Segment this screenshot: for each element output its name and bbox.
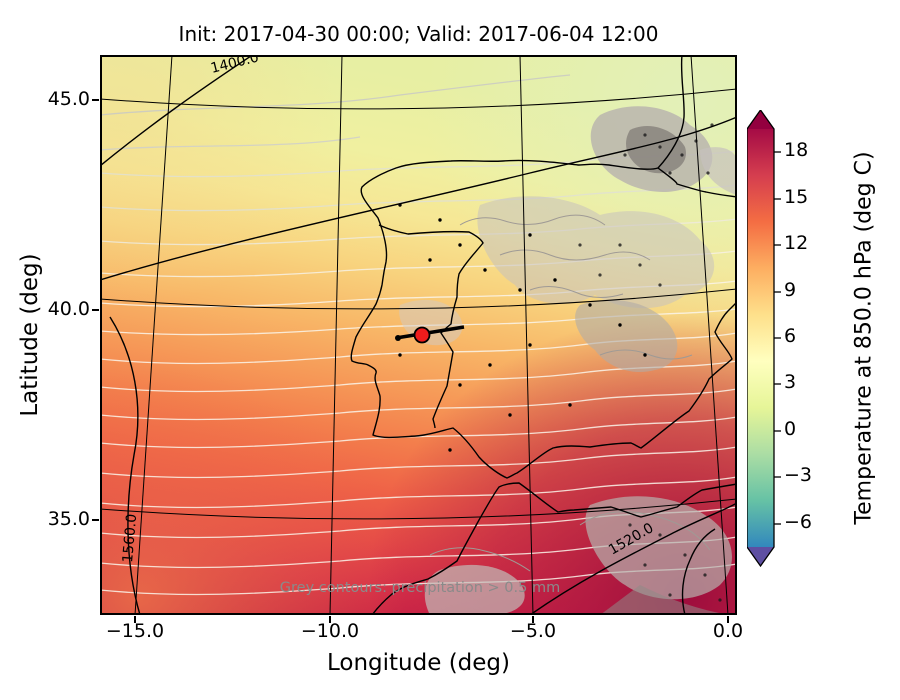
x-tick [532,616,534,623]
x-tick-label: −5.0 [509,620,557,642]
y-tick-label: 35.0 [47,508,90,530]
y-tick-label: 45.0 [47,88,90,110]
colorbar-tick-label: 3 [784,371,797,393]
precip-note: Grey contours: precipitation > 0.5 mm [280,580,560,596]
colorbar-arrow-under [747,547,774,566]
colorbar-ticks [774,151,781,525]
colorbar-tick-label: 18 [784,139,809,161]
x-tick-label: −15.0 [105,620,165,642]
x-tick [727,616,729,623]
precipitation-speckles [578,123,722,602]
plot-frame [100,55,737,615]
coastlines-borders [350,55,737,615]
x-tick [329,616,331,623]
colorbar-gradient [747,129,774,547]
x-tick-label: −10.0 [300,620,360,642]
colorbar-tick-label: −6 [784,511,813,533]
y-tick [92,99,99,101]
x-tick-label: 0.0 [712,620,744,642]
colorbar-tick-label: 9 [784,279,797,301]
colorbar-tick-label: 0 [784,418,797,440]
graticule [100,55,737,615]
y-tick [92,309,99,311]
border-portugal-spain [378,224,484,429]
cross-section-endpoint [395,335,401,341]
contour-label-1560: 1560.0 [120,513,140,563]
colorbar-tick-label: 15 [784,186,809,208]
border-africa [681,528,716,615]
colorbar-outline [747,110,775,568]
coastline-iberia-france [350,55,737,479]
x-axis-label: Longitude (deg) [326,650,510,676]
plot-title: Init: 2017-04-30 00:00; Valid: 2017-06-0… [178,22,659,46]
border-pyrenees [657,167,737,198]
colorbar-tick-label: 6 [784,325,797,347]
x-tick [134,616,136,623]
colorbar-tick-label: 12 [784,232,809,254]
colorbar-label: Temperature at 850.0 hPa (deg C) [851,151,877,525]
map-plot-area: 1400.0 1560.0 1520.0 Grey contours: prec… [100,55,737,615]
y-axis-label: Latitude (deg) [17,253,43,417]
colorbar-arrow-over [747,110,774,129]
colorbar [747,110,781,568]
y-tick-label: 40.0 [47,298,90,320]
y-tick [92,519,99,521]
station-dots [398,203,647,452]
geopotential-contours [100,55,737,615]
coastline-africa [371,482,737,615]
colorbar-tick-label: −3 [784,464,813,486]
location-marker [413,326,431,344]
precipitation-shading [399,106,737,615]
